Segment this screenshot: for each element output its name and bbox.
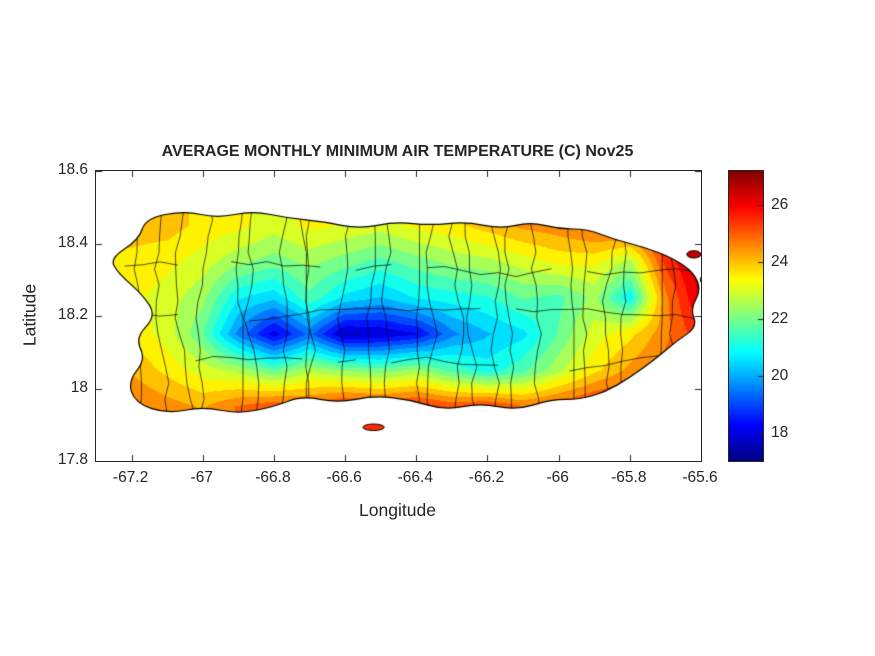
y-tick-label: 18 xyxy=(70,378,88,396)
x-tick-label: -67 xyxy=(190,469,213,486)
y-tick-label: 18.6 xyxy=(57,161,88,178)
y-tick-label: 17.8 xyxy=(57,451,88,468)
y-tick-label: 18.2 xyxy=(57,306,88,323)
x-tick-label: -66.2 xyxy=(468,469,505,486)
x-tick-label: -66.6 xyxy=(326,469,362,486)
x-tick-label: -65.6 xyxy=(682,469,718,486)
colorbar xyxy=(728,170,764,462)
colorbar-tick-label: 20 xyxy=(771,366,789,384)
heatmap-canvas xyxy=(96,171,701,461)
x-tick-label: -66 xyxy=(546,469,569,486)
x-tick-label: -65.8 xyxy=(611,469,647,486)
plot-area xyxy=(95,170,702,462)
y-tick-label: 18.4 xyxy=(57,233,88,251)
x-tick-label: -66.4 xyxy=(397,469,433,486)
chart-title: AVERAGE MONTHLY MINIMUM AIR TEMPERATURE … xyxy=(161,143,634,160)
x-tick-label: -67.2 xyxy=(112,469,149,486)
colorbar-tick-label: 18 xyxy=(771,423,789,441)
colorbar-tick-label: 24 xyxy=(771,252,789,270)
x-axis-label: Longitude xyxy=(359,500,436,520)
colorbar-canvas xyxy=(729,171,763,461)
x-tick-label: -66.8 xyxy=(255,469,291,486)
colorbar-tick-label: 22 xyxy=(771,309,789,327)
colorbar-tick-label: 26 xyxy=(771,195,789,213)
